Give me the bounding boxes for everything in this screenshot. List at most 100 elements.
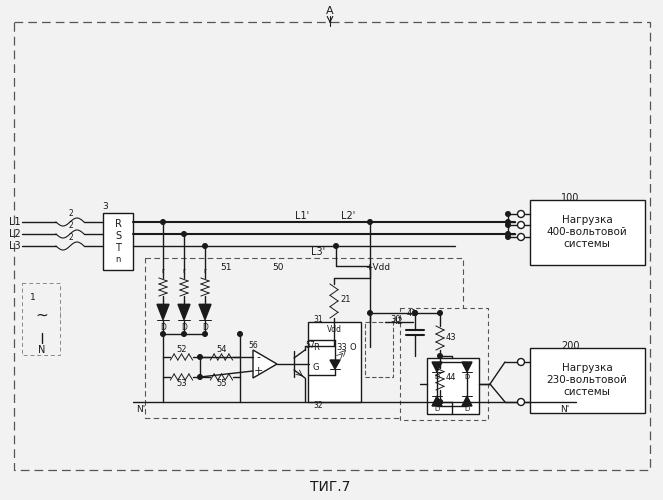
Circle shape [506,232,511,236]
Text: L3: L3 [9,241,21,251]
Circle shape [160,332,165,336]
Text: 43: 43 [446,334,456,342]
Text: 53: 53 [176,380,187,388]
Text: 21: 21 [341,296,351,304]
Circle shape [203,332,208,336]
Circle shape [182,232,186,236]
Text: n: n [115,256,121,264]
Circle shape [438,400,442,404]
Polygon shape [199,304,211,320]
Text: D: D [434,374,440,380]
Bar [530,348,645,413]
Text: 2: 2 [69,208,74,218]
Text: ~: ~ [36,308,48,322]
Bar [530,200,645,265]
Circle shape [368,310,373,316]
Circle shape [506,222,511,228]
Text: D: D [181,324,187,332]
Circle shape [182,332,186,336]
Circle shape [518,398,524,406]
Text: R: R [313,342,319,351]
Text: D: D [160,324,166,332]
Text: D: D [434,406,440,412]
Circle shape [238,332,242,336]
Text: r: r [204,268,206,274]
Circle shape [412,310,417,316]
Text: +Vdd: +Vdd [365,262,391,272]
Text: +: + [253,366,263,376]
Text: 50: 50 [272,262,284,272]
Polygon shape [432,396,442,406]
Text: 57: 57 [305,342,315,350]
Text: N': N' [560,404,570,413]
Circle shape [438,310,442,316]
Text: D: D [202,324,208,332]
Text: 30: 30 [391,314,401,324]
Bar [400,308,488,420]
Circle shape [518,234,524,240]
Circle shape [518,358,524,366]
Text: 51: 51 [220,262,232,272]
Text: L1': L1' [295,211,309,221]
Text: D: D [464,406,469,412]
Bar [308,322,361,402]
Bar [22,283,60,355]
Text: ΤИГ.7: ΤИГ.7 [310,480,350,494]
Text: Нагрузка
400-вольтовой
системы: Нагрузка 400-вольтовой системы [546,216,627,248]
Polygon shape [432,362,442,372]
Text: 52: 52 [176,346,187,354]
Text: 42: 42 [392,318,403,326]
Text: L2: L2 [9,229,21,239]
Text: 31: 31 [313,314,323,324]
Polygon shape [462,396,472,406]
Text: 54: 54 [216,346,227,354]
Text: S: S [115,231,121,241]
Bar [427,358,479,414]
Text: D: D [464,374,469,380]
Polygon shape [462,362,472,372]
Text: 2: 2 [69,220,74,230]
Circle shape [518,210,524,218]
Text: r: r [182,268,186,274]
Text: L3': L3' [311,247,325,257]
Text: 2: 2 [69,232,74,241]
Circle shape [198,354,202,360]
Circle shape [203,244,208,248]
Text: A: A [326,6,333,16]
Polygon shape [330,360,340,369]
Text: R: R [115,219,121,229]
Text: 41: 41 [406,308,417,318]
Circle shape [518,222,524,228]
Polygon shape [253,350,277,378]
Text: O: O [349,342,356,351]
Bar [103,213,133,270]
Text: T: T [115,243,121,253]
Text: 55: 55 [216,380,227,388]
Circle shape [368,220,373,224]
Text: Нагрузка
230-вольтовой
системы: Нагрузка 230-вольтовой системы [546,364,627,396]
Circle shape [333,244,338,248]
Circle shape [506,212,511,216]
Text: Vdd: Vdd [326,326,341,334]
Circle shape [438,354,442,358]
Text: 32: 32 [313,402,323,410]
Text: 44: 44 [446,374,456,382]
Circle shape [160,220,165,224]
Circle shape [506,234,511,240]
Text: 3: 3 [102,202,108,211]
Text: -: - [256,352,260,362]
Text: 33: 33 [337,344,347,352]
Bar [145,258,463,418]
Circle shape [24,297,60,333]
Text: 56: 56 [248,342,258,350]
Bar [365,322,393,377]
Circle shape [506,220,511,224]
Circle shape [198,374,202,380]
Text: N': N' [136,404,145,413]
Text: L1: L1 [9,217,21,227]
Text: 100: 100 [561,193,579,203]
Polygon shape [157,304,169,320]
Bar [14,22,650,470]
Text: G: G [313,362,320,372]
Polygon shape [178,304,190,320]
